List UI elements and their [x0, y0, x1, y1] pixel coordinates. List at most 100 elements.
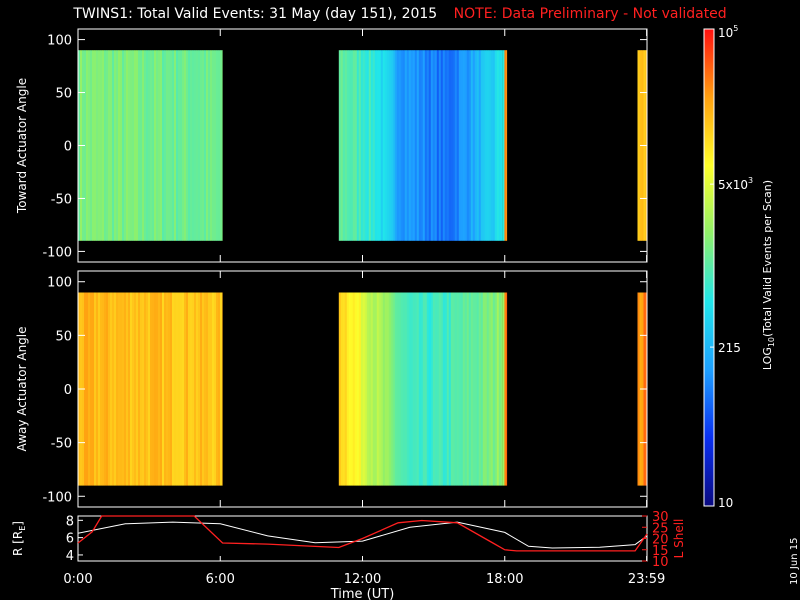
heatmap-cell: [398, 292, 401, 486]
y-tick-label: 0: [64, 383, 72, 398]
right-tick-label: 10: [652, 555, 669, 570]
heatmap-cell: [438, 50, 441, 241]
heatmap-cell: [172, 292, 175, 486]
y-tick-label: 50: [55, 329, 72, 344]
heatmap-cell: [424, 50, 427, 241]
heatmap-cell: [178, 292, 181, 486]
heatmap-cell: [412, 50, 415, 241]
heatmap-cell: [486, 50, 489, 241]
heatmap-cell: [156, 50, 159, 241]
heatmap-cell: [218, 50, 221, 241]
heatmap-cell: [476, 292, 479, 486]
heatmap-cell: [86, 50, 89, 241]
x-tick-label: 23:59: [628, 572, 665, 587]
heatmap-cell: [186, 292, 189, 486]
heatmap-cell: [462, 50, 465, 241]
heatmap-cell: [346, 292, 349, 486]
heatmap-cell: [174, 50, 177, 241]
x-tick-label: 0:00: [63, 572, 92, 587]
heatmap-cell: [348, 50, 351, 241]
heatmap-cell: [102, 292, 105, 486]
heatmap-cell: [396, 292, 399, 486]
y-tick-label: 100: [47, 34, 72, 49]
heatmap-cell: [114, 292, 117, 486]
heatmap-cell: [376, 50, 379, 241]
heatmap-cell: [422, 292, 425, 486]
heatmap-cell: [490, 292, 493, 486]
heatmap-cell: [392, 292, 395, 486]
heatmap-cell: [382, 292, 385, 486]
heatmap-cell: [448, 292, 451, 486]
heatmap-cell: [120, 50, 123, 241]
heatmap-cell: [396, 50, 399, 241]
heatmap-cell: [400, 292, 403, 486]
heatmap-cell: [402, 50, 405, 241]
heatmap-cell: [190, 50, 193, 241]
chart-title-row: TWINS1: Total Valid Events: 31 May (day …: [0, 6, 800, 22]
heatmap-cell: [362, 50, 365, 241]
heatmap-cell: [460, 50, 463, 241]
heatmap-cell: [422, 50, 425, 241]
heatmap-cell: [388, 292, 391, 486]
orbit-left-label: R [RE]: [11, 521, 27, 556]
heatmap-cell: [498, 292, 501, 486]
heatmap-cell: [104, 50, 107, 241]
heatmap-cell: [412, 292, 415, 486]
heatmap-cell: [392, 50, 395, 241]
heatmap-cell: [164, 50, 167, 241]
heatmap-cell: [344, 292, 347, 486]
heatmap-cell: [212, 292, 215, 486]
heatmap-cell: [192, 50, 195, 241]
heatmap-cell: [110, 50, 113, 241]
heatmap-cell: [222, 50, 223, 241]
heatmap-cell: [172, 50, 175, 241]
heatmap-cell: [414, 50, 417, 241]
heatmap-cell: [420, 292, 423, 486]
heatmap-cell: [132, 292, 135, 486]
heatmap-cell: [124, 50, 127, 241]
heatmap-cell: [120, 292, 123, 486]
heatmap-cell: [188, 292, 191, 486]
heatmap-cell: [216, 50, 219, 241]
heatmap-cell: [122, 50, 125, 241]
heatmap-cell: [152, 50, 155, 241]
heatmap-cell: [128, 50, 131, 241]
heatmap-cell: [438, 292, 441, 486]
heatmap-cell: [152, 292, 155, 486]
heatmap-cell: [214, 292, 217, 486]
preliminary-note: NOTE: Data Preliminary - Not validated: [453, 6, 727, 22]
heatmap-cell: [376, 292, 379, 486]
heatmap-cell: [112, 50, 115, 241]
y-tick-label: 50: [55, 87, 72, 102]
panel-away: 100 50 0 -50 -100 Away Actuator Angle: [15, 270, 648, 508]
heatmap-cell: [108, 50, 111, 241]
heatmap-cell: [124, 292, 127, 486]
heatmap-cell: [504, 292, 507, 486]
generation-date: 10 Jun 15: [789, 537, 800, 585]
heatmap-cell: [170, 292, 173, 486]
heatmap-cell: [358, 50, 361, 241]
heatmap-cell: [170, 50, 173, 241]
heatmap-cell: [108, 292, 111, 486]
heatmap-cell: [637, 50, 640, 241]
heatmap-cell: [92, 292, 95, 486]
heatmap-cell: [366, 292, 369, 486]
heatmap-cell: [374, 50, 377, 241]
heatmap-cell: [342, 50, 345, 241]
colorbar-tick-label: 105: [718, 24, 738, 40]
heatmap-cell: [194, 50, 197, 241]
y-tick-label: 100: [47, 276, 72, 291]
heatmap-cell: [112, 292, 115, 486]
heatmap-cell: [210, 50, 213, 241]
heatmap-cells: [78, 292, 647, 486]
heatmap-cell: [208, 292, 211, 486]
heatmap-cell: [406, 292, 409, 486]
heatmap-cell: [98, 50, 101, 241]
heatmap-cell: [198, 292, 201, 486]
x-axis-label: Time (UT): [330, 587, 395, 600]
heatmap-cell: [220, 292, 223, 486]
heatmap-cell: [150, 50, 153, 241]
heatmap-cell: [146, 292, 149, 486]
heatmap-cell: [452, 50, 455, 241]
heatmap-cell: [478, 292, 481, 486]
